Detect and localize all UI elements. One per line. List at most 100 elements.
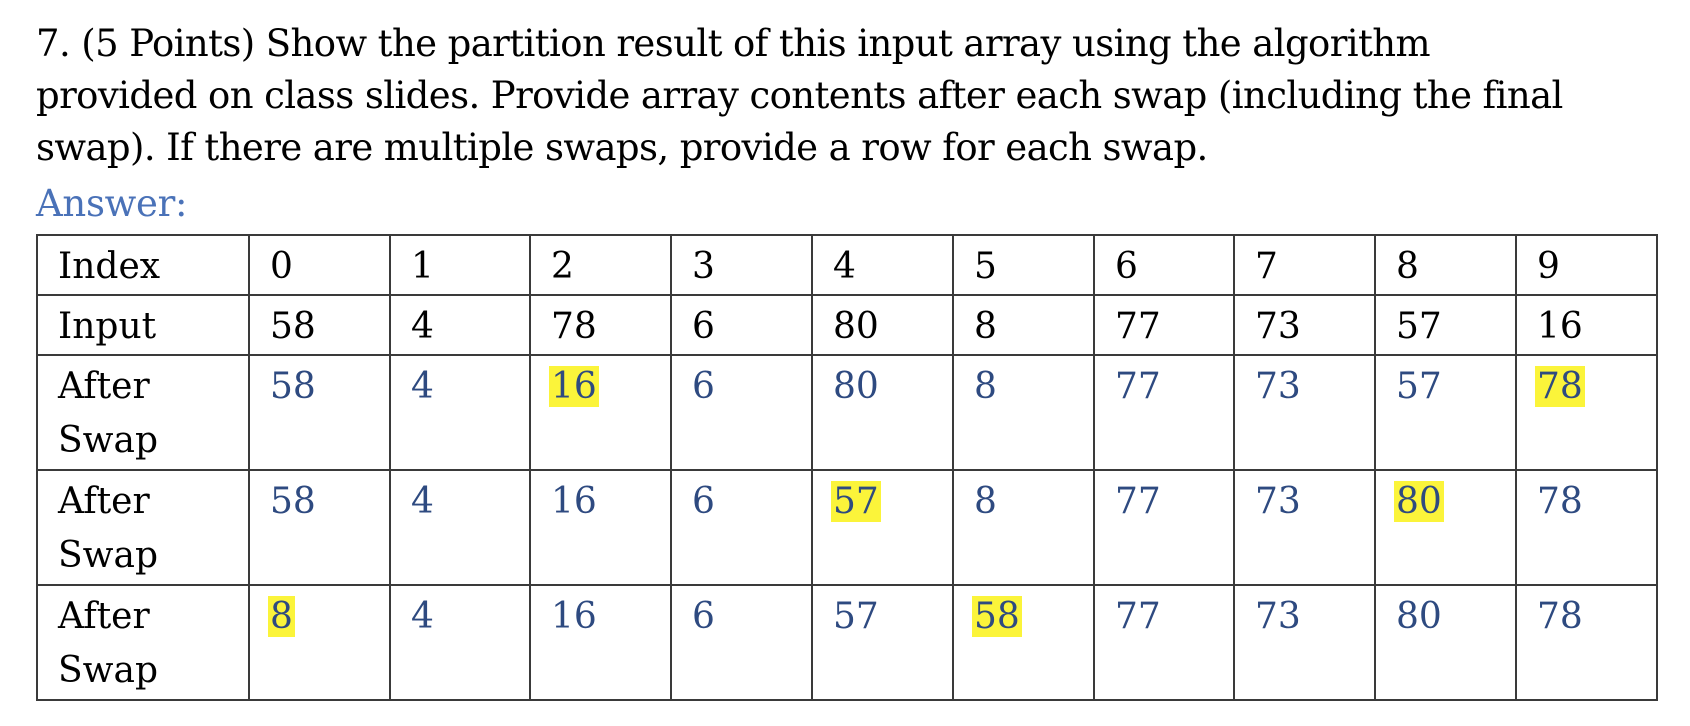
array-cell: 80 bbox=[1374, 469, 1517, 586]
array-cell: 2 bbox=[529, 234, 672, 296]
array-cell: 58 bbox=[248, 354, 391, 471]
highlighted-value: 58 bbox=[972, 596, 1022, 637]
array-cell: 3 bbox=[670, 234, 813, 296]
array-cell: 4 bbox=[389, 294, 531, 356]
array-cell: 77 bbox=[1093, 294, 1235, 356]
array-cell: 73 bbox=[1233, 469, 1376, 586]
array-cell: 8 bbox=[1374, 234, 1517, 296]
highlighted-value: 16 bbox=[549, 366, 599, 407]
array-cell: 77 bbox=[1093, 584, 1235, 701]
array-cell: 58 bbox=[248, 469, 391, 586]
array-cell: 4 bbox=[389, 469, 531, 586]
array-cell: 16 bbox=[529, 469, 672, 586]
array-cell: 6 bbox=[670, 584, 813, 701]
cell-value: 8 bbox=[974, 366, 997, 407]
cell-value: 73 bbox=[1255, 481, 1301, 522]
cell-value: 58 bbox=[270, 366, 316, 407]
cell-value: 6 bbox=[692, 596, 715, 637]
array-cell: 6 bbox=[670, 294, 813, 356]
answer-label: Answer: bbox=[36, 182, 188, 225]
array-cell: 78 bbox=[1515, 584, 1658, 701]
cell-value: 9 bbox=[1537, 246, 1560, 287]
cell-value: 57 bbox=[1396, 306, 1442, 347]
array-cell: 57 bbox=[811, 584, 954, 701]
cell-value: 6 bbox=[692, 306, 715, 347]
row-label: Index bbox=[36, 234, 250, 296]
row-label: After Swap bbox=[36, 354, 250, 471]
index-row: Index 0 1 2 3 4 5 6 7 8 9 bbox=[36, 234, 1658, 296]
array-cell: 58 bbox=[952, 584, 1095, 701]
cell-value: 6 bbox=[692, 366, 715, 407]
array-cell: 1 bbox=[389, 234, 531, 296]
question-line: provided on class slides. Provide array … bbox=[36, 74, 1563, 117]
after-swap-row: After Swap 8 4 16 6 57 58 77 73 80 78 bbox=[36, 584, 1658, 701]
array-cell: 57 bbox=[1374, 294, 1517, 356]
cell-value: 16 bbox=[551, 481, 597, 522]
highlighted-value: 78 bbox=[1535, 366, 1585, 407]
cell-value: 4 bbox=[411, 481, 434, 522]
cell-value: 5 bbox=[974, 246, 997, 287]
array-cell: 73 bbox=[1233, 294, 1376, 356]
cell-value: 58 bbox=[270, 481, 316, 522]
array-cell: 4 bbox=[389, 584, 531, 701]
cell-value: 73 bbox=[1255, 306, 1301, 347]
array-cell: 80 bbox=[811, 354, 954, 471]
cell-value: 78 bbox=[551, 306, 597, 347]
cell-value: 80 bbox=[1396, 596, 1442, 637]
cell-value: 57 bbox=[1396, 366, 1442, 407]
array-cell: 8 bbox=[248, 584, 391, 701]
question-line: swap). If there are multiple swaps, prov… bbox=[36, 126, 1208, 169]
after-swap-row: After Swap 58 4 16 6 57 8 77 73 80 78 bbox=[36, 469, 1658, 586]
question-text: 7. (5 Points) Show the partition result … bbox=[36, 18, 1656, 174]
array-cell: 73 bbox=[1233, 584, 1376, 701]
array-cell: 7 bbox=[1233, 234, 1376, 296]
array-cell: 4 bbox=[811, 234, 954, 296]
cell-value: 8 bbox=[974, 306, 997, 347]
cell-value: 4 bbox=[411, 596, 434, 637]
highlighted-value: 8 bbox=[268, 596, 295, 637]
cell-value: 80 bbox=[833, 306, 879, 347]
cell-value: 80 bbox=[833, 366, 879, 407]
cell-value: 0 bbox=[270, 246, 293, 287]
row-label: After Swap bbox=[36, 469, 250, 586]
cell-value: 73 bbox=[1255, 596, 1301, 637]
array-cell: 57 bbox=[1374, 354, 1517, 471]
cell-value: 4 bbox=[411, 366, 434, 407]
cell-value: 7 bbox=[1255, 246, 1278, 287]
array-cell: 77 bbox=[1093, 354, 1235, 471]
array-cell: 57 bbox=[811, 469, 954, 586]
array-cell: 5 bbox=[952, 234, 1095, 296]
array-cell: 8 bbox=[952, 354, 1095, 471]
cell-value: 16 bbox=[551, 596, 597, 637]
cell-value: 2 bbox=[551, 246, 574, 287]
cell-value: 78 bbox=[1537, 481, 1583, 522]
cell-value: 3 bbox=[692, 246, 715, 287]
cell-value: 8 bbox=[974, 481, 997, 522]
array-cell: 8 bbox=[952, 469, 1095, 586]
array-cell: 77 bbox=[1093, 469, 1235, 586]
question-line: 7. (5 Points) Show the partition result … bbox=[36, 22, 1431, 65]
array-cell: 9 bbox=[1515, 234, 1658, 296]
cell-value: 78 bbox=[1537, 596, 1583, 637]
array-cell: 8 bbox=[952, 294, 1095, 356]
cell-value: 77 bbox=[1115, 306, 1161, 347]
cell-value: 77 bbox=[1115, 481, 1161, 522]
array-cell: 4 bbox=[389, 354, 531, 471]
array-cell: 6 bbox=[670, 469, 813, 586]
array-cell: 16 bbox=[529, 354, 672, 471]
array-cell: 78 bbox=[1515, 469, 1658, 586]
array-cell: 78 bbox=[1515, 354, 1658, 471]
cell-value: 4 bbox=[411, 306, 434, 347]
array-cell: 6 bbox=[1093, 234, 1235, 296]
row-label: After Swap bbox=[36, 584, 250, 701]
cell-value: 8 bbox=[1396, 246, 1419, 287]
cell-value: 4 bbox=[833, 246, 856, 287]
cell-value: 6 bbox=[1115, 246, 1138, 287]
array-cell: 80 bbox=[1374, 584, 1517, 701]
partition-table: Index 0 1 2 3 4 5 6 7 8 9 Input 58 4 78 6 80 8 77 73 57 16 Aft… bbox=[36, 234, 1658, 701]
cell-value: 58 bbox=[270, 306, 316, 347]
array-cell: 16 bbox=[1515, 294, 1658, 356]
cell-value: 1 bbox=[411, 246, 434, 287]
highlighted-value: 57 bbox=[831, 481, 881, 522]
cell-value: 6 bbox=[692, 481, 715, 522]
